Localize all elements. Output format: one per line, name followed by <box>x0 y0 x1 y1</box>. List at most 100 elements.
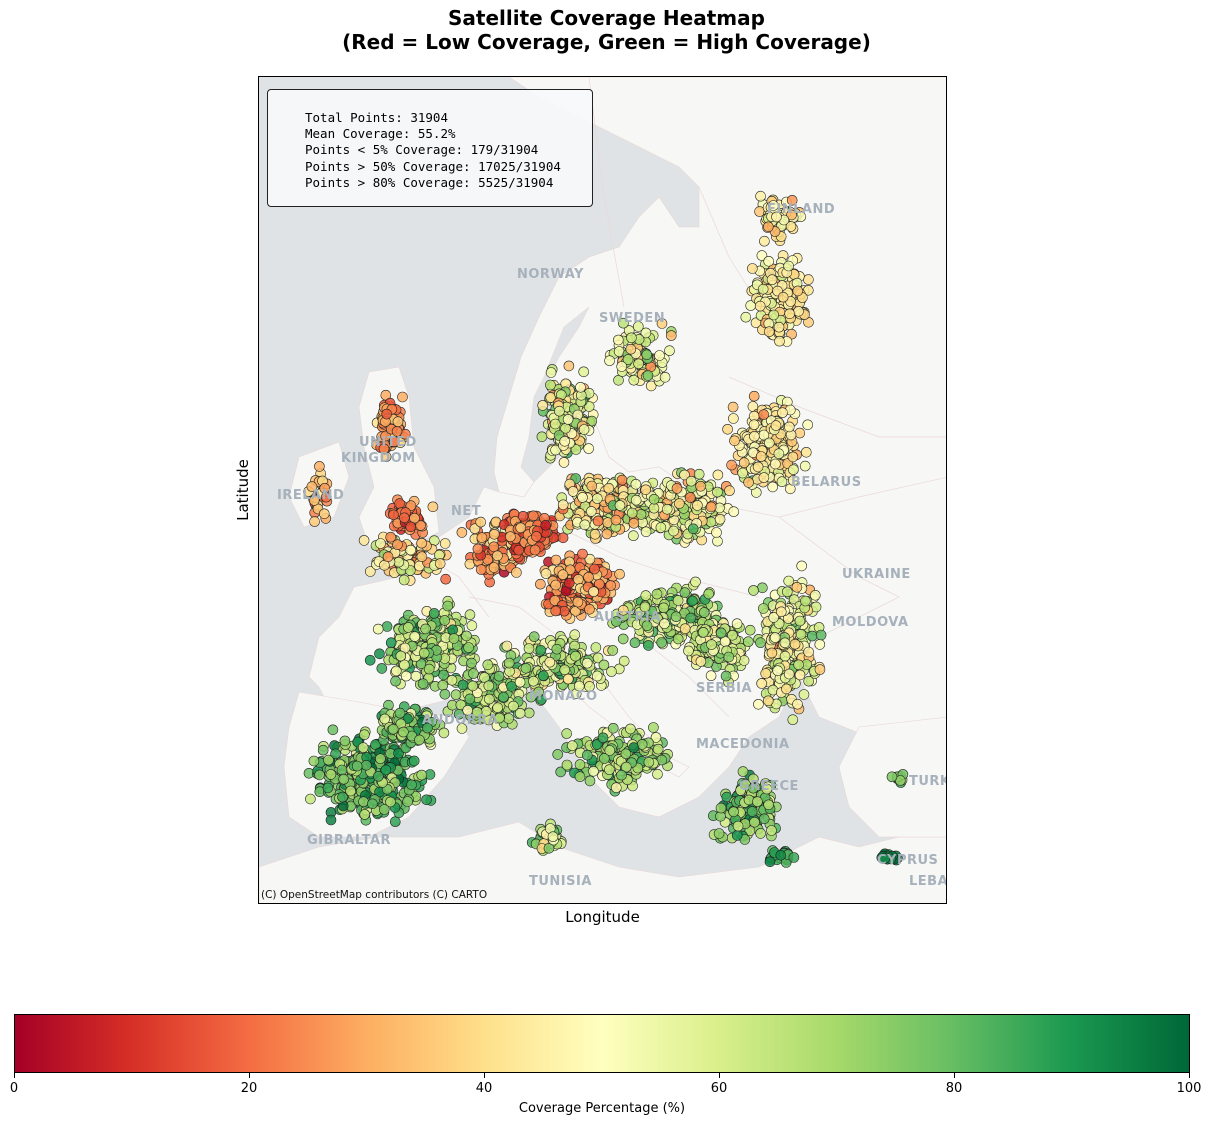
coverage-point <box>640 484 652 496</box>
coverage-point <box>535 578 546 590</box>
coverage-point <box>727 401 739 413</box>
coverage-point <box>414 734 425 746</box>
coverage-point <box>456 723 468 734</box>
chart-title: Satellite Coverage Heatmap (Red = Low Co… <box>0 6 1213 54</box>
coverage-point <box>679 623 691 635</box>
coverage-point <box>483 680 495 692</box>
coverage-point <box>577 492 588 503</box>
coverage-point <box>673 498 685 509</box>
coverage-point <box>628 742 640 753</box>
coverage-point <box>585 506 597 517</box>
coverage-point <box>591 670 603 682</box>
coverage-point <box>417 678 429 690</box>
coverage-point <box>420 623 431 635</box>
coverage-point <box>664 345 675 357</box>
coverage-point <box>385 796 396 808</box>
coverage-point <box>766 647 778 659</box>
coverage-point <box>772 665 784 677</box>
coverage-point <box>408 755 420 767</box>
coverage-point <box>457 679 469 691</box>
coverage-point <box>438 727 450 739</box>
coverage-point <box>515 522 527 534</box>
coverage-point <box>501 640 513 652</box>
coverage-point <box>635 509 647 520</box>
colorbar-tick-label: 0 <box>9 1081 19 1096</box>
coverage-point <box>743 477 754 488</box>
coverage-point <box>726 459 737 471</box>
chart-title-line2: (Red = Low Coverage, Green = High Covera… <box>342 30 871 54</box>
stat-gt80: Points > 80% Coverage: 5525/31904 <box>305 174 554 190</box>
coverage-point <box>788 852 800 863</box>
coverage-point <box>514 676 526 688</box>
coverage-point <box>479 672 490 683</box>
coverage-point <box>557 532 569 544</box>
coverage-point <box>781 586 793 598</box>
coverage-point <box>551 643 563 655</box>
coverage-point <box>793 306 804 317</box>
coverage-point <box>337 791 348 803</box>
coverage-point <box>809 589 821 601</box>
coverage-point <box>527 510 539 522</box>
coverage-point <box>698 626 709 638</box>
coverage-point <box>395 650 407 662</box>
coverage-point <box>668 525 679 537</box>
label-macedonia: MACEDONIA <box>696 737 790 752</box>
coverage-point <box>505 531 516 543</box>
label-serbia: SERBIA <box>696 681 753 696</box>
coverage-point <box>758 603 769 614</box>
coverage-point <box>364 654 376 666</box>
coverage-point <box>597 732 609 744</box>
coverage-point <box>775 606 787 618</box>
coverage-point <box>537 670 549 682</box>
coverage-point <box>722 423 733 435</box>
coverage-point <box>552 749 564 760</box>
coverage-point <box>642 370 654 381</box>
coverage-point <box>732 820 744 832</box>
coverage-point <box>450 689 462 701</box>
coverage-point <box>562 414 574 425</box>
coverage-point <box>755 451 767 462</box>
coverage-point <box>391 665 402 677</box>
coverage-point <box>536 431 548 443</box>
coverage-point <box>803 646 814 658</box>
map-axes[interactable]: NORWAY SWEDEN FINLAND UNITED KINGDOM IRE… <box>258 76 947 904</box>
coverage-point <box>714 513 726 525</box>
coverage-point <box>625 723 636 735</box>
coverage-point <box>806 630 818 642</box>
coverage-point <box>670 611 682 623</box>
coverage-point <box>655 522 667 533</box>
coverage-point <box>724 485 735 497</box>
coverage-point <box>748 585 759 596</box>
coverage-point <box>754 300 766 312</box>
coverage-point <box>325 814 337 826</box>
coverage-point <box>612 334 624 346</box>
coverage-point <box>728 413 739 424</box>
colorbar-tick-label: 20 <box>240 1081 258 1096</box>
coverage-point <box>322 782 334 794</box>
coverage-point <box>390 816 401 828</box>
coverage-point <box>610 782 622 794</box>
coverage-point <box>392 539 403 551</box>
coverage-point <box>768 309 780 321</box>
coverage-point <box>715 802 727 814</box>
coverage-point <box>738 655 750 666</box>
coverage-point <box>690 576 701 588</box>
coverage-point <box>618 655 630 667</box>
coverage-point <box>640 590 652 601</box>
coverage-point <box>314 769 325 781</box>
coverage-point <box>572 596 584 608</box>
coverage-point <box>421 794 432 806</box>
coverage-point <box>428 608 440 619</box>
coverage-point <box>455 699 467 711</box>
coverage-point <box>581 657 593 669</box>
coverage-point <box>358 535 370 546</box>
coverage-point <box>767 481 779 493</box>
coverage-point <box>437 679 449 691</box>
coverage-point <box>800 446 812 458</box>
coverage-point <box>748 419 760 431</box>
coverage-point <box>648 493 660 505</box>
label-belarus: BELARUS <box>791 475 862 490</box>
coverage-point <box>683 645 694 657</box>
coverage-point <box>468 668 479 679</box>
coverage-point <box>422 722 433 734</box>
